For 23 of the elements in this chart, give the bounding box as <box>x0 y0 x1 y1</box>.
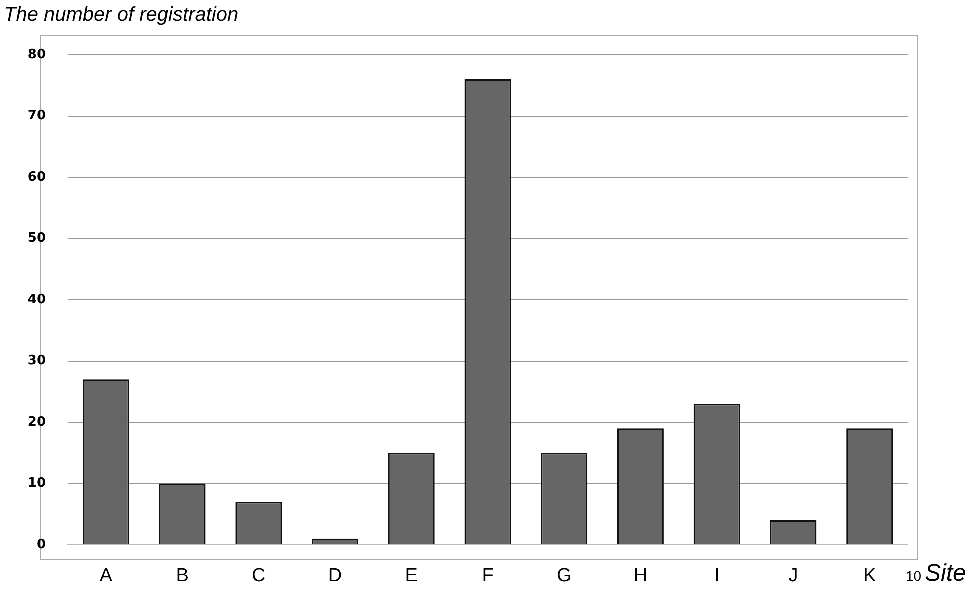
x-tick-label: K <box>863 566 876 587</box>
y-tick-label: 50 <box>28 231 46 246</box>
y-tick-label: 80 <box>28 47 46 62</box>
x-tick-label: H <box>634 566 648 587</box>
x-tick-label: G <box>556 566 572 587</box>
x-tick-label: E <box>405 566 418 587</box>
y-tick-label: 20 <box>28 414 46 430</box>
x-tick-label: F <box>482 566 494 587</box>
x-tick-label: A <box>100 566 113 587</box>
x-tick-label: I <box>714 566 720 587</box>
y-tick-label: 60 <box>28 170 46 185</box>
y-tick-label: 30 <box>28 354 46 369</box>
x-tick-label: J <box>788 566 798 587</box>
y-tick-label: 40 <box>28 292 46 308</box>
y-axis-title: The number of registration <box>4 4 239 27</box>
y-tick-label: 70 <box>28 108 46 124</box>
y-tick-label: 10 <box>28 476 46 492</box>
x-tick-label: B <box>176 566 189 587</box>
x-tick-label: C <box>252 566 266 587</box>
y-tick-label: 0 <box>36 537 46 552</box>
text: 10 <box>906 568 922 584</box>
x-axis-title: Site <box>925 560 966 588</box>
x-tick-label: D <box>328 566 342 587</box>
